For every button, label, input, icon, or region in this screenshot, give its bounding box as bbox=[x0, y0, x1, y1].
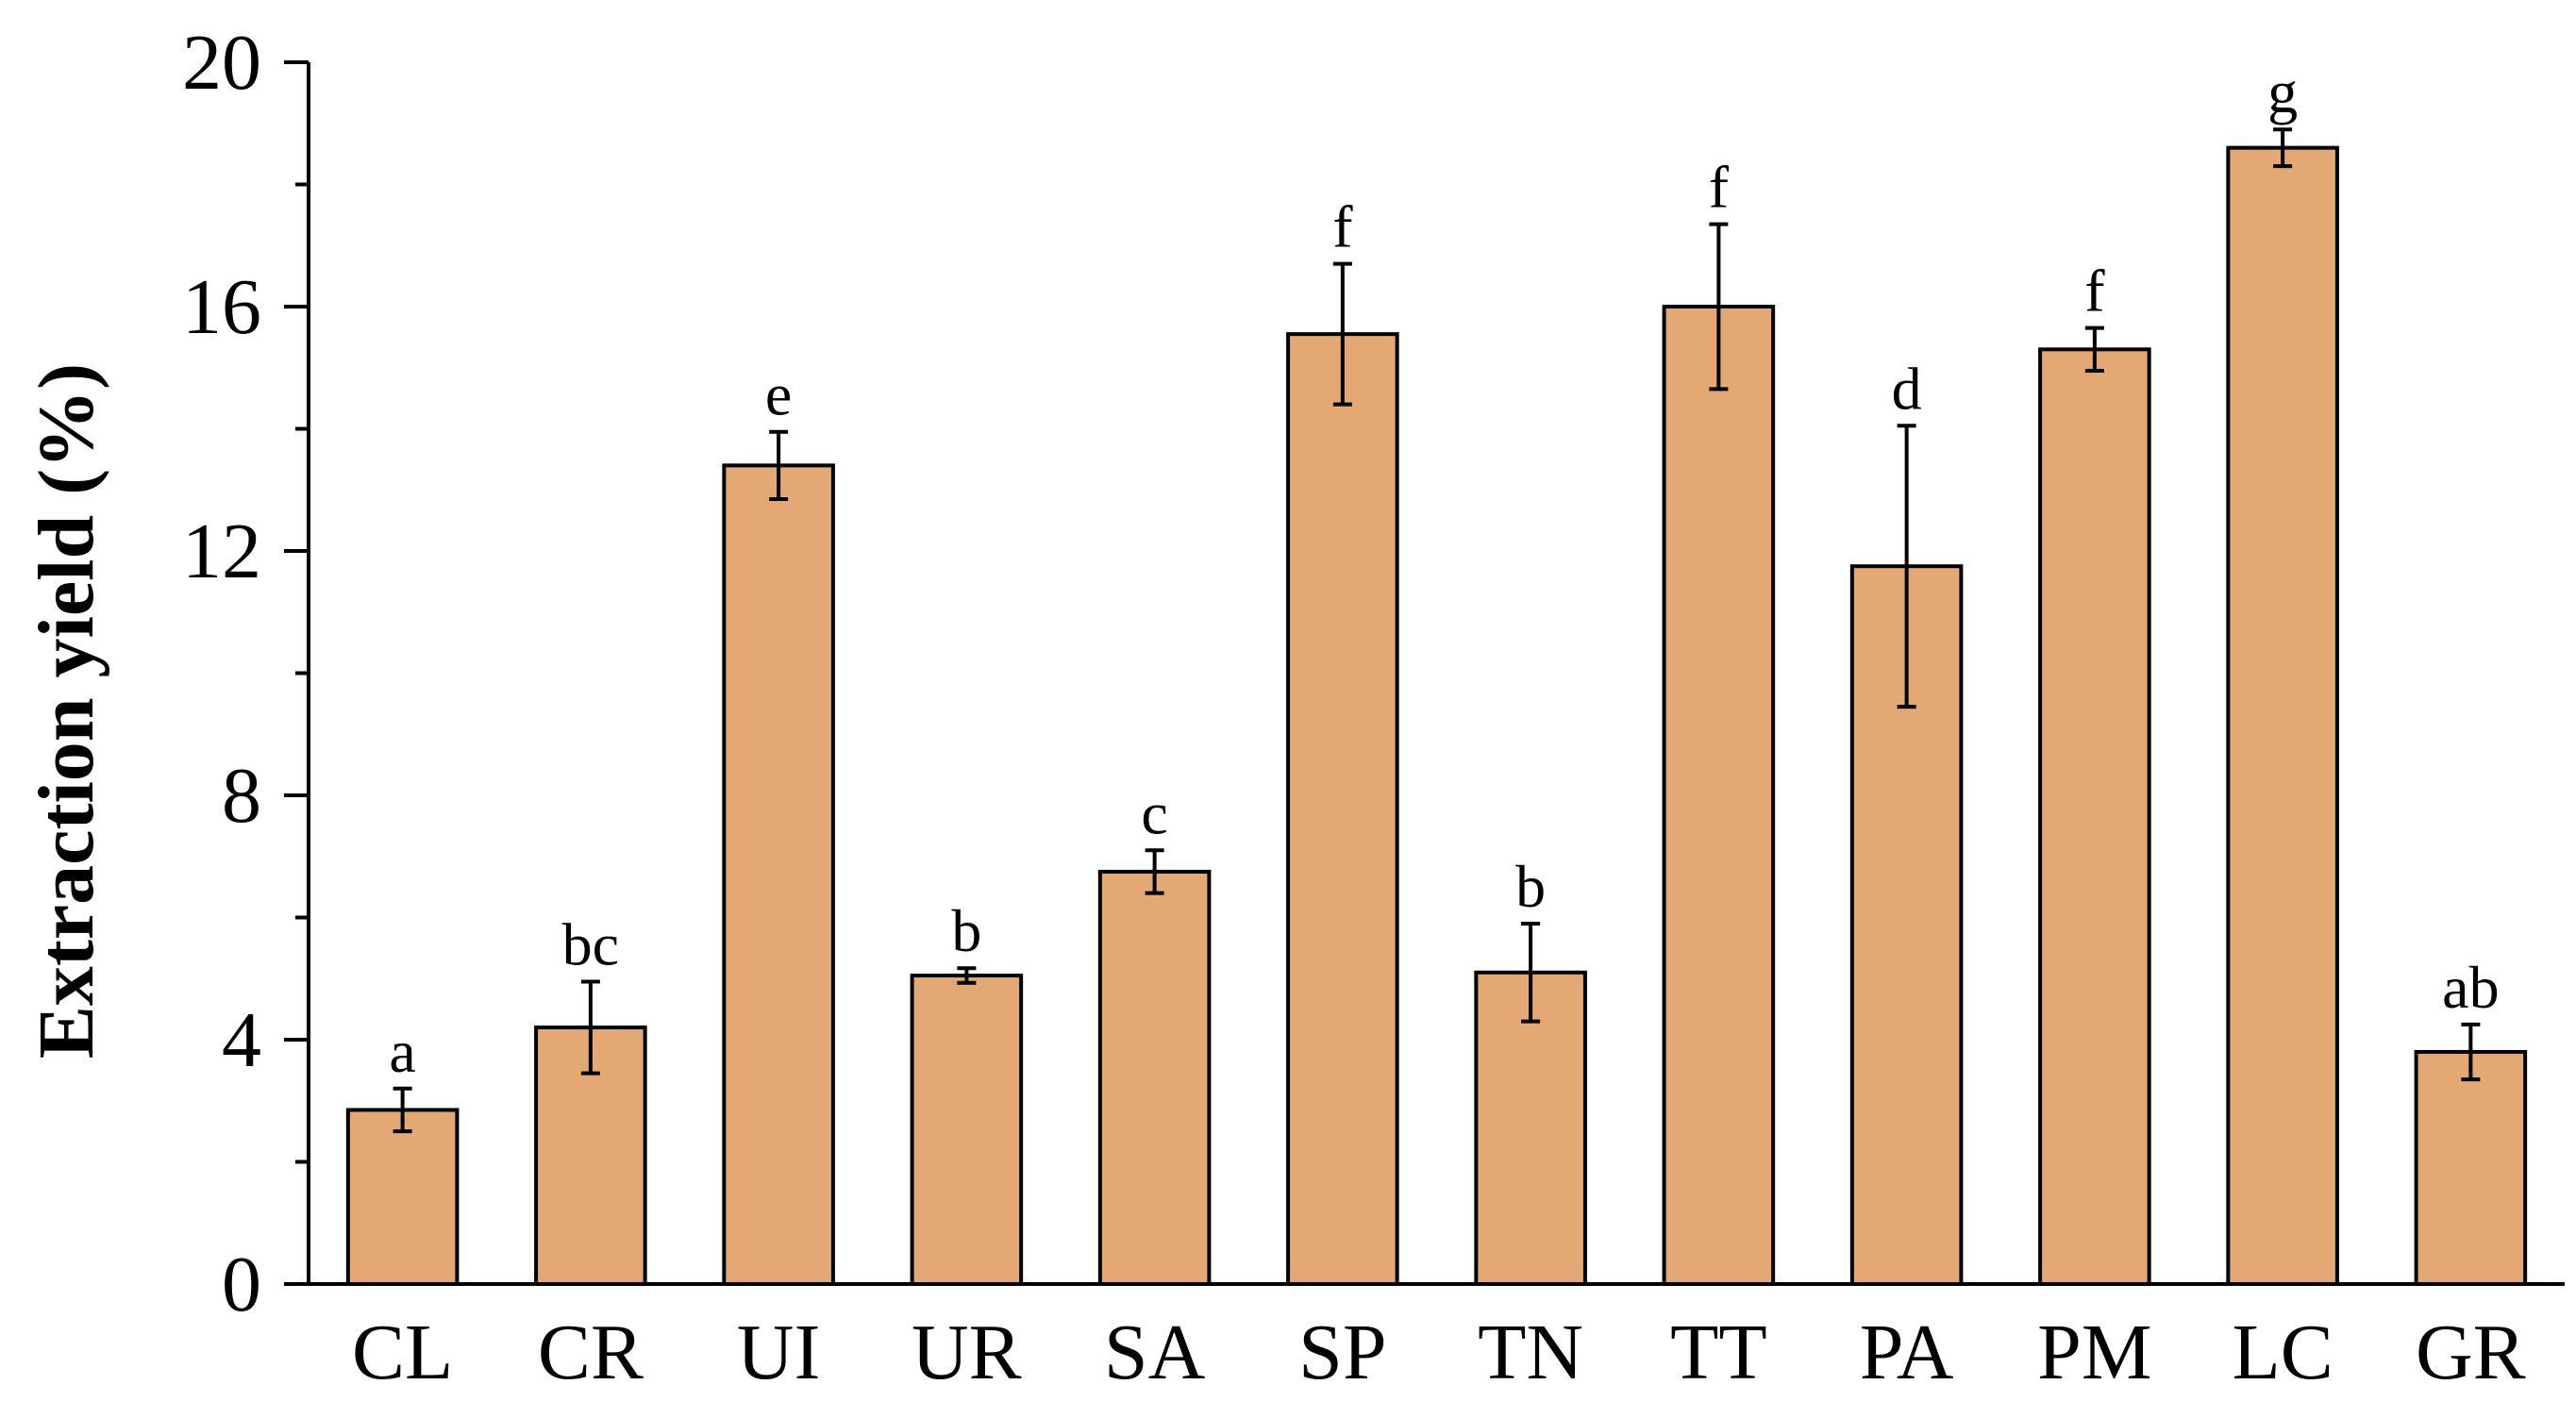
y-tick-label: 0 bbox=[222, 1241, 261, 1328]
bar-SP bbox=[1286, 332, 1399, 1286]
x-tick-label-SA: SA bbox=[1104, 1309, 1206, 1396]
significance-label-SP: f bbox=[1332, 193, 1353, 260]
significance-label-UI: e bbox=[765, 361, 792, 428]
significance-label-CL: a bbox=[389, 1018, 415, 1085]
significance-label-UR: b bbox=[951, 897, 981, 964]
x-tick-label-TT: TT bbox=[1670, 1309, 1767, 1396]
bar-UR bbox=[910, 974, 1024, 1286]
y-tick-label: 12 bbox=[182, 508, 261, 595]
y-axis-title: Extraction yield (%) bbox=[23, 363, 110, 1059]
bar-UI bbox=[722, 463, 835, 1287]
significance-label-LC: g bbox=[2267, 58, 2298, 125]
y-tick-label: 8 bbox=[222, 752, 261, 840]
bar-CL bbox=[345, 1108, 460, 1287]
x-tick-label-CL: CL bbox=[352, 1309, 453, 1396]
x-tick-label-TN: TN bbox=[1478, 1309, 1583, 1396]
bar-GR bbox=[2414, 1049, 2528, 1286]
x-tick-label-LC: LC bbox=[2232, 1309, 2333, 1396]
x-tick-label-GR: GR bbox=[2416, 1309, 2526, 1396]
significance-label-CR: bc bbox=[562, 910, 619, 977]
significance-label-PM: f bbox=[2084, 258, 2105, 325]
x-tick-label-PM: PM bbox=[2037, 1309, 2151, 1396]
bars-group bbox=[345, 145, 2528, 1287]
bar-PM bbox=[2038, 347, 2151, 1286]
x-axis-labels-group: CL CR UI UR SA SP TN TT PA PM LC GR bbox=[352, 1309, 2526, 1396]
bar-LC bbox=[2226, 145, 2339, 1286]
y-tick-label: 20 bbox=[182, 19, 261, 107]
significance-label-TN: b bbox=[1515, 853, 1546, 920]
x-tick-label-CR: CR bbox=[538, 1309, 644, 1396]
bar-TN bbox=[1474, 970, 1587, 1287]
y-tick-label: 4 bbox=[222, 996, 261, 1084]
error-bars-group bbox=[393, 127, 2481, 1134]
y-tick-label: 16 bbox=[182, 263, 261, 351]
y-axis-ticks: 0 4 8 12 16 20 bbox=[182, 19, 309, 1328]
x-tick-label-SP: SP bbox=[1298, 1309, 1386, 1396]
significance-label-GR: ab bbox=[2442, 954, 2499, 1021]
x-tick-label-UI: UI bbox=[737, 1309, 821, 1396]
significance-label-PA: d bbox=[1892, 355, 1922, 422]
significance-label-TT: f bbox=[1709, 154, 1730, 221]
x-tick-label-UR: UR bbox=[912, 1309, 1022, 1396]
x-tick-label-PA: PA bbox=[1860, 1309, 1954, 1396]
bar-TT bbox=[1662, 305, 1776, 1286]
significance-label-SA: c bbox=[1141, 779, 1167, 846]
bar-SA bbox=[1097, 869, 1212, 1286]
